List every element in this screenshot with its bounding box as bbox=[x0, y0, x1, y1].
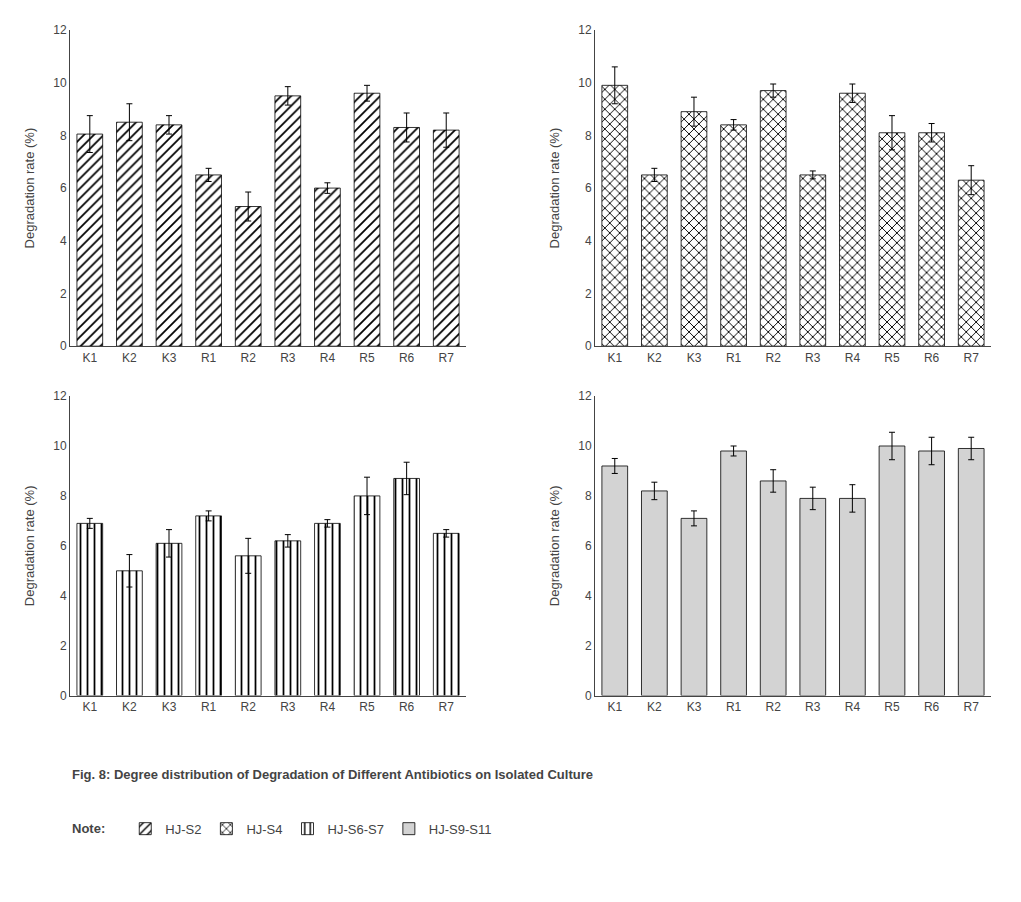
svg-text:K2: K2 bbox=[647, 351, 662, 365]
svg-text:R5: R5 bbox=[359, 351, 375, 365]
svg-text:R7: R7 bbox=[439, 351, 455, 365]
svg-text:K3: K3 bbox=[162, 700, 177, 714]
svg-text:4: 4 bbox=[585, 589, 592, 603]
svg-text:K1: K1 bbox=[607, 700, 622, 714]
svg-text:K3: K3 bbox=[687, 700, 702, 714]
svg-text:Degradation rate (%): Degradation rate (%) bbox=[22, 486, 37, 607]
svg-text:R4: R4 bbox=[845, 700, 861, 714]
svg-text:K3: K3 bbox=[162, 351, 177, 365]
svg-text:6: 6 bbox=[585, 539, 592, 553]
svg-text:R6: R6 bbox=[399, 351, 415, 365]
svg-text:K2: K2 bbox=[122, 700, 137, 714]
svg-text:10: 10 bbox=[53, 76, 67, 90]
svg-text:10: 10 bbox=[578, 76, 592, 90]
svg-text:R2: R2 bbox=[766, 700, 782, 714]
svg-text:8: 8 bbox=[585, 489, 592, 503]
svg-text:2: 2 bbox=[60, 287, 67, 301]
svg-text:4: 4 bbox=[60, 589, 67, 603]
svg-text:R6: R6 bbox=[924, 700, 940, 714]
svg-text:R6: R6 bbox=[924, 351, 940, 365]
svg-text:Fig. 8: Degree distribution of: Fig. 8: Degree distribution of Degradati… bbox=[72, 767, 593, 782]
svg-text:K3: K3 bbox=[687, 351, 702, 365]
svg-text:R3: R3 bbox=[280, 351, 296, 365]
svg-text:0: 0 bbox=[585, 339, 592, 353]
svg-text:R2: R2 bbox=[766, 351, 782, 365]
svg-text:2: 2 bbox=[60, 639, 67, 653]
svg-text:0: 0 bbox=[60, 689, 67, 703]
svg-text:R4: R4 bbox=[320, 700, 336, 714]
svg-text:R7: R7 bbox=[439, 700, 455, 714]
svg-text:HJ-S6-S7: HJ-S6-S7 bbox=[328, 822, 384, 837]
svg-text:HJ-S4: HJ-S4 bbox=[246, 822, 282, 837]
svg-text:R1: R1 bbox=[201, 351, 217, 365]
svg-text:R2: R2 bbox=[241, 700, 257, 714]
svg-text:12: 12 bbox=[578, 389, 592, 403]
svg-text:R4: R4 bbox=[845, 351, 861, 365]
svg-text:R7: R7 bbox=[964, 700, 980, 714]
svg-text:R5: R5 bbox=[884, 351, 900, 365]
svg-text:8: 8 bbox=[60, 129, 67, 143]
svg-text:2: 2 bbox=[585, 287, 592, 301]
svg-text:10: 10 bbox=[578, 439, 592, 453]
svg-text:12: 12 bbox=[53, 389, 67, 403]
svg-text:Degradation rate (%): Degradation rate (%) bbox=[547, 486, 562, 607]
svg-text:K2: K2 bbox=[647, 700, 662, 714]
svg-text:Degradation rate (%): Degradation rate (%) bbox=[22, 128, 37, 249]
svg-text:HJ-S9-S11: HJ-S9-S11 bbox=[429, 822, 492, 837]
svg-text:R3: R3 bbox=[805, 700, 821, 714]
svg-text:6: 6 bbox=[585, 181, 592, 195]
svg-text:8: 8 bbox=[60, 489, 67, 503]
svg-text:R1: R1 bbox=[726, 351, 742, 365]
svg-text:K1: K1 bbox=[607, 351, 622, 365]
svg-text:K1: K1 bbox=[82, 700, 97, 714]
svg-text:R4: R4 bbox=[320, 351, 336, 365]
svg-text:R3: R3 bbox=[280, 700, 296, 714]
svg-text:2: 2 bbox=[585, 639, 592, 653]
svg-text:K1: K1 bbox=[82, 351, 97, 365]
svg-text:HJ-S2: HJ-S2 bbox=[165, 822, 201, 837]
svg-text:10: 10 bbox=[53, 439, 67, 453]
svg-text:8: 8 bbox=[585, 129, 592, 143]
svg-text:R3: R3 bbox=[805, 351, 821, 365]
svg-text:12: 12 bbox=[53, 23, 67, 37]
svg-text:6: 6 bbox=[60, 181, 67, 195]
svg-text:Note:: Note: bbox=[72, 821, 105, 836]
svg-text:R1: R1 bbox=[726, 700, 742, 714]
svg-text:R5: R5 bbox=[359, 700, 375, 714]
svg-text:R7: R7 bbox=[964, 351, 980, 365]
svg-text:R5: R5 bbox=[884, 700, 900, 714]
svg-text:4: 4 bbox=[60, 234, 67, 248]
svg-text:12: 12 bbox=[578, 23, 592, 37]
svg-text:0: 0 bbox=[60, 339, 67, 353]
svg-text:0: 0 bbox=[585, 689, 592, 703]
svg-text:R2: R2 bbox=[241, 351, 257, 365]
svg-text:6: 6 bbox=[60, 539, 67, 553]
svg-text:R6: R6 bbox=[399, 700, 415, 714]
svg-text:Degradation rate (%): Degradation rate (%) bbox=[547, 128, 562, 249]
svg-text:4: 4 bbox=[585, 234, 592, 248]
svg-text:K2: K2 bbox=[122, 351, 137, 365]
svg-text:R1: R1 bbox=[201, 700, 217, 714]
